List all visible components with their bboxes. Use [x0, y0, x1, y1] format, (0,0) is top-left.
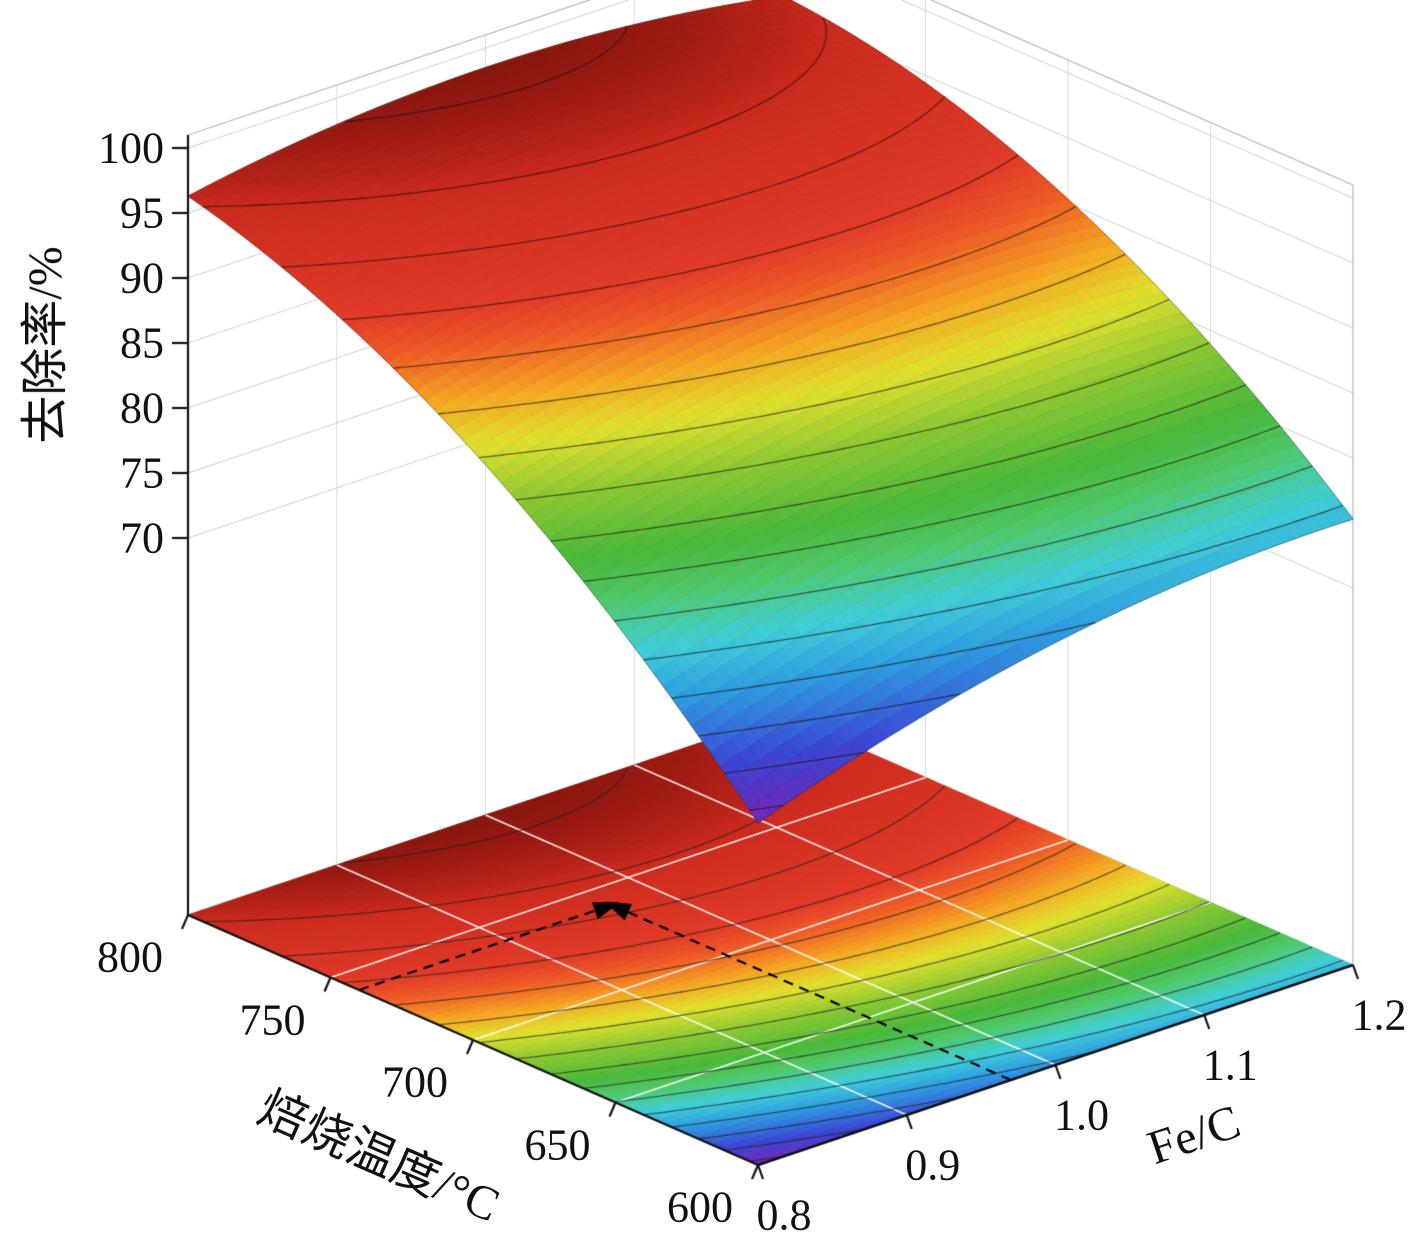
y-tick-label: 0.9: [905, 1140, 961, 1190]
y-tick-label: 1.2: [1351, 990, 1407, 1040]
x-tick-label: 600: [667, 1182, 733, 1232]
y-tick-label: 1.1: [1202, 1040, 1258, 1090]
x-tick-label: 800: [97, 932, 163, 982]
z-tick-label: 100: [98, 123, 164, 173]
y-tick-label: 1.0: [1054, 1090, 1109, 1140]
x-tick-label: 750: [239, 995, 306, 1044]
z-tick-label: 70: [120, 513, 164, 563]
y-tick-label: 0.8: [756, 1190, 812, 1240]
z-tick-label: 95: [120, 188, 164, 238]
z-tick-label: 85: [120, 318, 164, 368]
z-tick-label: 75: [120, 448, 164, 498]
x-tick-label: 700: [382, 1057, 448, 1107]
z-axis-title: 去除率/%: [19, 246, 72, 444]
x-tick-label: 650: [524, 1120, 591, 1169]
z-tick-label: 80: [120, 383, 164, 433]
z-tick-label: 90: [120, 253, 164, 303]
